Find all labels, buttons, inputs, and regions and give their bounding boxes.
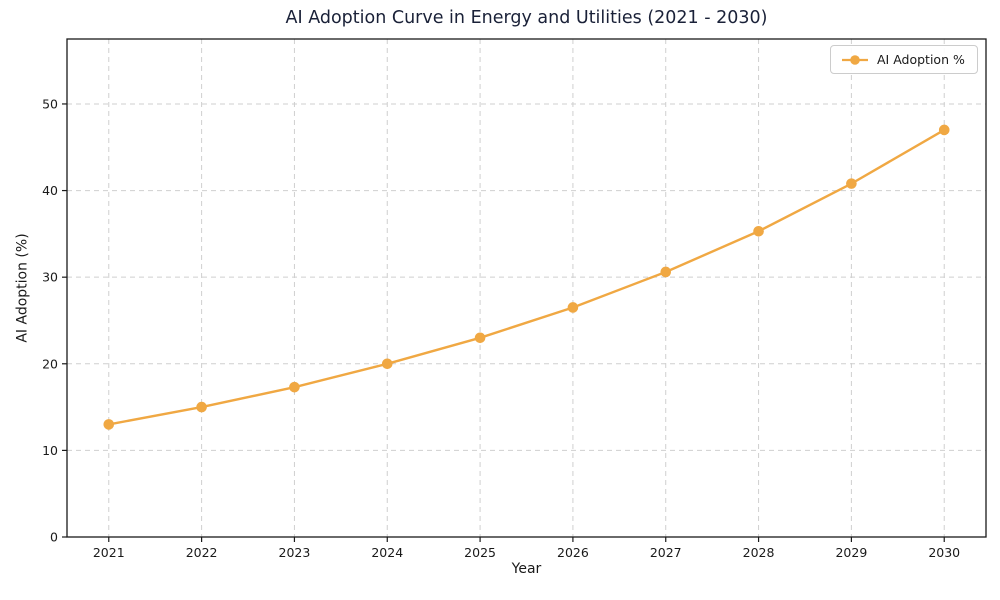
x-tick-label: 2030	[928, 545, 960, 560]
y-tick-label: 10	[42, 443, 58, 458]
y-tick-label: 30	[42, 270, 58, 285]
x-tick-label: 2027	[650, 545, 682, 560]
data-point	[846, 178, 857, 189]
x-tick-label: 2022	[186, 545, 218, 560]
data-point	[103, 419, 115, 430]
legend: AI Adoption %	[830, 45, 978, 74]
data-point	[567, 302, 579, 313]
legend-line-marker-icon	[842, 54, 868, 65]
data-point	[938, 124, 950, 136]
data-point	[381, 358, 393, 370]
y-tick-label: 0	[50, 530, 58, 545]
x-tick-label: 2024	[371, 545, 403, 560]
x-tick-label: 2028	[743, 545, 775, 560]
data-point	[196, 401, 207, 413]
x-tick-label: 2026	[557, 545, 589, 560]
y-tick-label: 20	[42, 356, 58, 371]
data-line	[107, 128, 946, 426]
x-tick-label: 2023	[279, 545, 311, 560]
legend-label: AI Adoption %	[877, 52, 965, 67]
axes-frame	[66, 38, 987, 538]
y-tick-label: 40	[42, 183, 58, 198]
x-tick-label: 2025	[464, 545, 496, 560]
x-tick-label: 2021	[93, 545, 125, 560]
chart-title: AI Adoption Curve in Energy and Utilitie…	[285, 8, 768, 28]
data-point	[753, 225, 764, 237]
data-point	[289, 381, 300, 393]
data-point	[474, 332, 486, 344]
y-tick-label: 50	[42, 96, 58, 111]
x-tick-label: 2029	[835, 545, 867, 560]
data-point	[660, 266, 672, 278]
x-axis-label: Year	[511, 561, 542, 577]
